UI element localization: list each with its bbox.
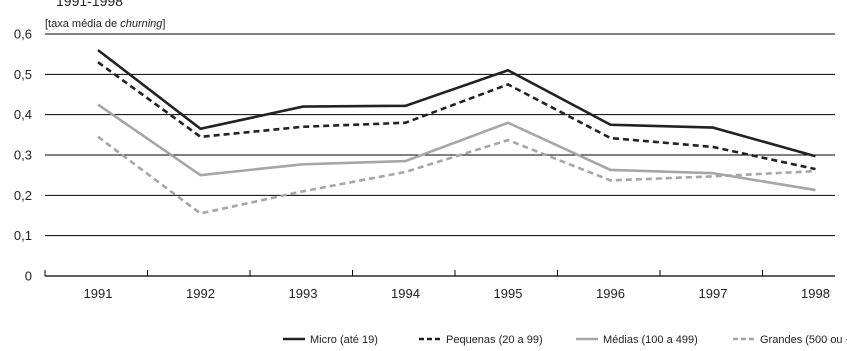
- x-tick-label: 1997: [699, 286, 728, 301]
- y-tick-label: 0,4: [14, 107, 32, 122]
- legend: Micro (até 19) Pequenas (20 a 99) Médias (…: [283, 334, 847, 346]
- series-line-1: [97, 49, 816, 158]
- legend-label: Micro (até 19): [310, 334, 378, 346]
- series-lines: [97, 49, 816, 215]
- x-tick-label: 1995: [494, 286, 523, 301]
- y-tick-label: 0,3: [14, 148, 32, 163]
- series-line-2: [97, 61, 816, 171]
- y-tick-label: 0,2: [14, 188, 32, 203]
- y-tick-label: 0: [25, 269, 32, 284]
- y-axis-tick-labels: 0 0,1 0,2 0,3 0,4 0,5 0,6: [14, 27, 32, 284]
- x-tick-label: 1991: [84, 286, 113, 301]
- y-tick-label: 0,6: [14, 27, 32, 42]
- y-axis-unit-label: [taxa média de churning]: [45, 18, 165, 30]
- legend-label: Pequenas (20 a 99): [446, 334, 543, 346]
- x-tick-label: 1998: [801, 286, 830, 301]
- series-line-3: [97, 103, 816, 192]
- y-tick-label: 0,5: [14, 67, 32, 82]
- gridlines: [45, 33, 835, 237]
- x-axis-tick-labels: 1991 1992 1993 1994 1995 1996 1997 1998: [84, 286, 830, 301]
- x-tick-label: 1994: [391, 286, 420, 301]
- legend-label: Grandes (500 ou +: [760, 334, 847, 346]
- x-axis: [44, 270, 835, 277]
- legend-label: Médias (100 a 499): [603, 334, 698, 346]
- x-tick-label: 1992: [186, 286, 215, 301]
- y-tick-label: 0,1: [14, 228, 32, 243]
- x-tick-label: 1996: [596, 286, 625, 301]
- x-tick-label: 1993: [289, 286, 318, 301]
- series-line-4: [97, 135, 816, 215]
- chart-title-fragment: 1991-1998: [56, 0, 123, 9]
